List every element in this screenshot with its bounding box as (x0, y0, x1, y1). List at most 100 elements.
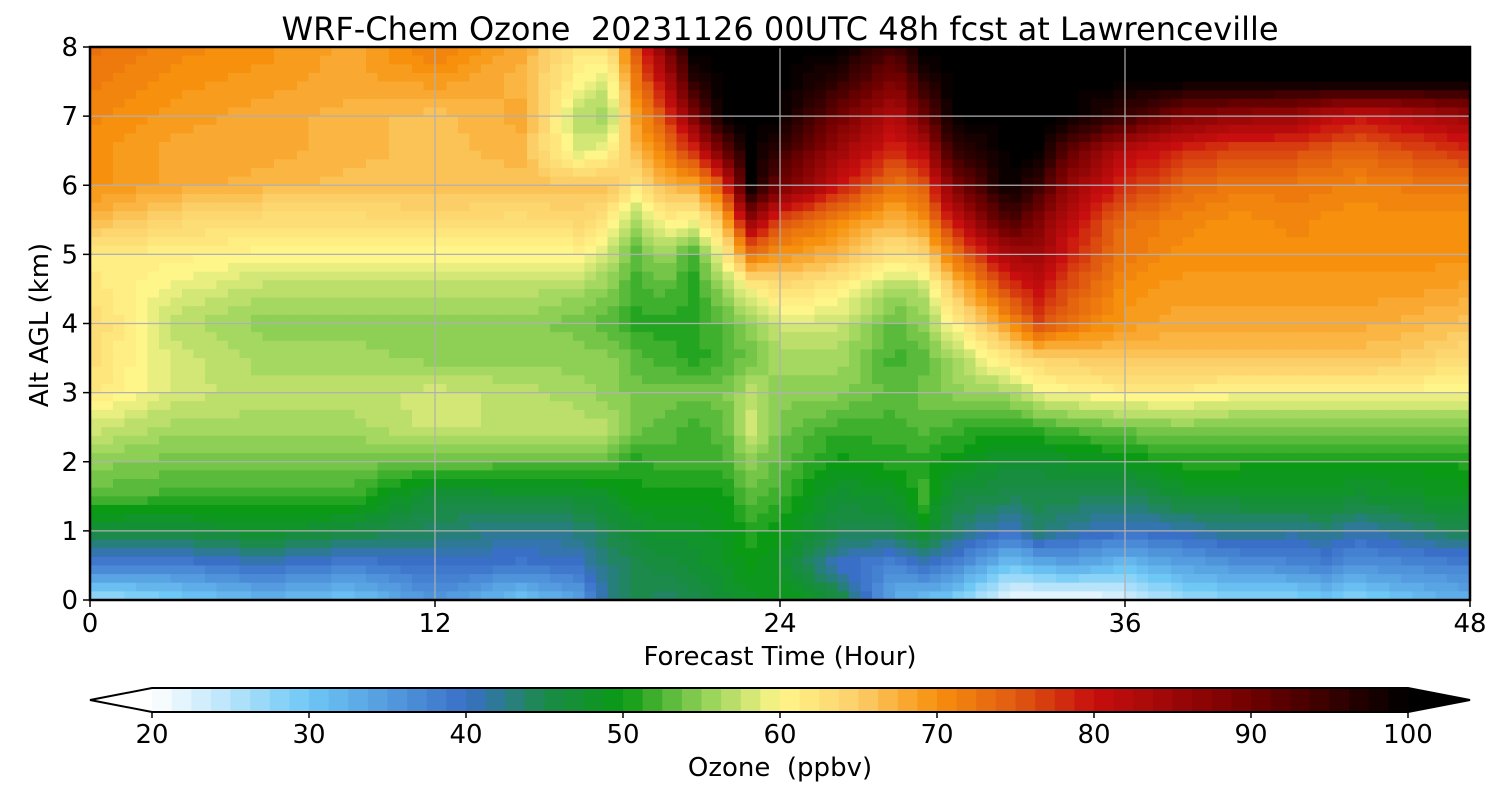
ozone-cell (1056, 124, 1069, 135)
ozone-cell (837, 245, 850, 255)
ozone-cell (182, 401, 195, 411)
ozone-cell (1194, 98, 1207, 109)
ozone-cell (1435, 383, 1448, 394)
ozone-cell (711, 133, 724, 143)
ozone-cell (791, 98, 804, 109)
ozone-cell (228, 245, 241, 255)
ozone-cell (1194, 81, 1207, 91)
ozone-cell (239, 392, 252, 402)
ozone-cell (1090, 358, 1103, 368)
ozone-cell (1159, 383, 1172, 394)
ozone-cell (1435, 81, 1448, 91)
ozone-cell (1251, 219, 1264, 230)
ozone-cell (929, 306, 942, 316)
ozone-cell (1274, 340, 1287, 351)
ozone-cell (527, 124, 540, 135)
ozone-cell (504, 98, 517, 109)
ozone-cell (147, 392, 160, 402)
ozone-cell (159, 176, 172, 186)
ozone-cell (1010, 90, 1023, 100)
ozone-cell (722, 81, 735, 91)
ozone-cell (377, 167, 390, 178)
ozone-cell (412, 297, 425, 307)
ozone-cell (1435, 159, 1448, 169)
ozone-cell (1056, 254, 1069, 264)
ozone-cell (1171, 332, 1184, 342)
ozone-cell (389, 375, 402, 385)
ozone-cell (1182, 237, 1195, 247)
ozone-cell (1309, 176, 1322, 186)
ozone-cell (1228, 245, 1241, 255)
ozone-cell (216, 116, 229, 126)
ozone-cell (1044, 288, 1057, 299)
ozone-cell (515, 124, 528, 135)
ozone-cell (849, 124, 862, 135)
ozone-cell (642, 72, 655, 83)
ozone-cell (1378, 176, 1391, 186)
ozone-cell (1332, 366, 1345, 376)
ozone-cell (331, 306, 344, 316)
ozone-cell (101, 176, 114, 186)
ozone-cell (952, 72, 965, 83)
ozone-cell (584, 193, 597, 204)
ozone-cell (768, 383, 781, 394)
ozone-cell (1113, 288, 1126, 299)
ozone-cell (1113, 340, 1126, 351)
ozone-cell (389, 358, 402, 368)
ozone-cell (895, 383, 908, 394)
ozone-cell (872, 142, 885, 152)
ozone-cell (527, 219, 540, 230)
ozone-cell (987, 81, 1000, 91)
ozone-cell (331, 332, 344, 342)
ozone-cell (1205, 98, 1218, 109)
ozone-cell (113, 366, 126, 376)
ozone-cell (354, 142, 367, 152)
ozone-cell (1355, 392, 1368, 402)
ozone-cell (1079, 254, 1092, 264)
ozone-cell (619, 142, 632, 152)
ozone-cell (699, 332, 712, 342)
ozone-cell (688, 245, 701, 255)
ozone-cell (1102, 306, 1115, 316)
ozone-cell (136, 323, 149, 333)
ozone-cell (653, 185, 666, 195)
ozone-cell (527, 211, 540, 221)
ozone-cell (1102, 392, 1115, 402)
ozone-cell (952, 211, 965, 221)
ozone-cell (1148, 202, 1161, 212)
ozone-cell (538, 124, 551, 135)
ozone-cell (228, 297, 241, 307)
ozone-cell (929, 176, 942, 186)
ozone-cell (331, 323, 344, 333)
ozone-cell (665, 228, 678, 238)
ozone-cell (331, 314, 344, 325)
ozone-cell (941, 401, 954, 411)
ozone-cell (1412, 211, 1425, 221)
ozone-cell (1021, 72, 1034, 83)
ozone-cell (469, 280, 482, 290)
ozone-cell (1286, 383, 1299, 394)
ozone-cell (1378, 90, 1391, 100)
ozone-cell (435, 211, 448, 221)
ozone-cell (883, 116, 896, 126)
ozone-cell (101, 64, 114, 74)
ozone-cell (814, 392, 827, 402)
ozone-cell (1159, 323, 1172, 333)
ozone-cell (619, 72, 632, 83)
ozone-cell (159, 124, 172, 135)
ozone-cell (320, 263, 333, 273)
ozone-cell (124, 366, 137, 376)
ozone-cell (573, 271, 586, 281)
ozone-cell (1240, 47, 1253, 57)
ozone-cell (170, 193, 183, 204)
ozone-cell (653, 167, 666, 178)
ozone-cell (400, 297, 413, 307)
ozone-cell (354, 340, 367, 351)
ozone-cell (987, 167, 1000, 178)
ozone-cell (90, 193, 103, 204)
ozone-cell (952, 401, 965, 411)
ozone-cell (1251, 72, 1264, 83)
ozone-cell (389, 98, 402, 109)
ozone-cell (1447, 64, 1460, 74)
ozone-cell (1401, 64, 1414, 74)
